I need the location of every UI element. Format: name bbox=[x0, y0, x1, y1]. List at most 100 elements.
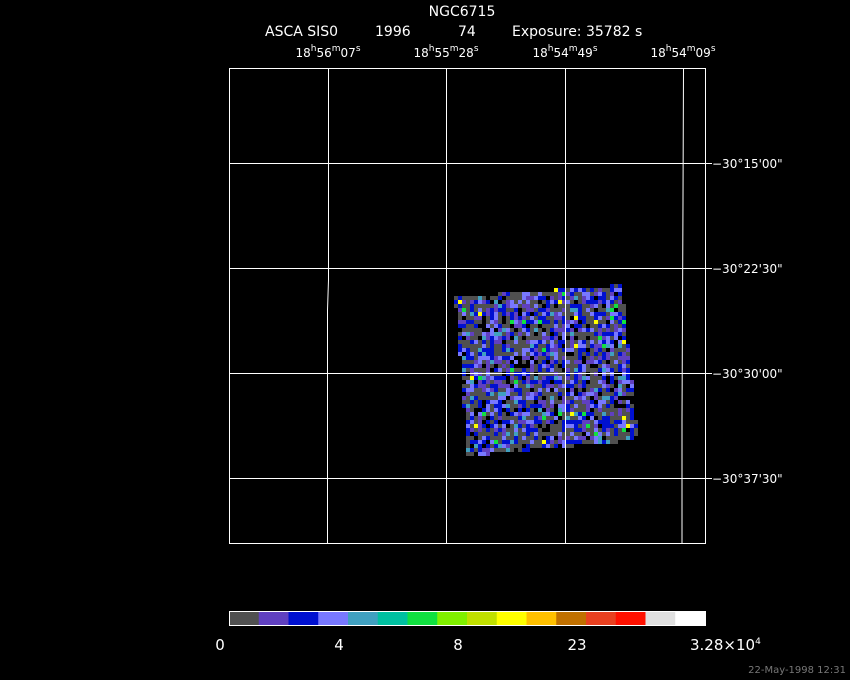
pixel bbox=[514, 308, 518, 312]
pixel bbox=[610, 412, 614, 416]
pixel bbox=[534, 436, 538, 440]
pixel bbox=[574, 308, 578, 312]
pixel bbox=[546, 292, 550, 296]
pixel bbox=[566, 308, 570, 312]
pixel bbox=[486, 396, 490, 400]
pixel bbox=[494, 432, 498, 436]
pixel bbox=[562, 408, 566, 412]
pixel bbox=[466, 364, 470, 368]
pixel bbox=[594, 404, 598, 408]
pixel bbox=[622, 364, 626, 368]
pixel bbox=[478, 328, 482, 332]
pixel bbox=[582, 368, 586, 372]
pixel bbox=[530, 324, 534, 328]
pixel bbox=[546, 436, 550, 440]
pixel bbox=[470, 356, 474, 360]
pixel bbox=[530, 332, 534, 336]
pixel bbox=[494, 320, 498, 324]
pixel bbox=[498, 364, 502, 368]
pixel bbox=[506, 296, 510, 300]
pixel bbox=[490, 348, 494, 352]
pixel bbox=[614, 380, 618, 384]
pixel bbox=[502, 304, 506, 308]
pixel bbox=[566, 312, 570, 316]
pixel bbox=[598, 336, 602, 340]
pixel bbox=[558, 340, 562, 344]
pixel bbox=[502, 384, 506, 388]
pixel bbox=[534, 376, 538, 380]
pixel bbox=[602, 312, 606, 316]
pixel bbox=[506, 340, 510, 344]
pixel bbox=[570, 304, 574, 308]
pixel bbox=[470, 316, 474, 320]
pixel bbox=[578, 380, 582, 384]
pixel bbox=[598, 288, 602, 292]
pixel bbox=[530, 420, 534, 424]
pixel bbox=[486, 332, 490, 336]
pixel bbox=[566, 432, 570, 436]
pixel bbox=[518, 360, 522, 364]
pixel bbox=[554, 360, 558, 364]
pixel bbox=[498, 340, 502, 344]
pixel bbox=[474, 324, 478, 328]
pixel bbox=[530, 400, 534, 404]
pixel bbox=[490, 376, 494, 380]
pixel bbox=[486, 352, 490, 356]
pixel bbox=[478, 424, 482, 428]
text-part: 18 bbox=[532, 46, 547, 60]
pixel bbox=[554, 380, 558, 384]
pixel bbox=[582, 416, 586, 420]
pixel bbox=[550, 428, 554, 432]
pixel bbox=[526, 384, 530, 388]
pixel bbox=[510, 320, 514, 324]
pixel bbox=[606, 348, 610, 352]
pixel bbox=[590, 396, 594, 400]
pixel bbox=[554, 436, 558, 440]
pixel bbox=[586, 360, 590, 364]
pixel bbox=[634, 436, 638, 440]
pixel bbox=[622, 348, 626, 352]
pixel bbox=[486, 392, 490, 396]
pixel bbox=[514, 376, 518, 380]
pixel bbox=[546, 304, 550, 308]
pixel bbox=[586, 380, 590, 384]
pixel bbox=[482, 308, 486, 312]
pixel bbox=[566, 440, 570, 444]
pixel bbox=[506, 324, 510, 328]
pixel bbox=[570, 300, 574, 304]
pixel bbox=[514, 388, 518, 392]
pixel bbox=[594, 296, 598, 300]
pixel bbox=[518, 344, 522, 348]
pixel bbox=[478, 356, 482, 360]
pixel bbox=[554, 288, 558, 292]
superscript: s bbox=[474, 44, 479, 54]
pixel bbox=[622, 340, 626, 344]
pixel bbox=[494, 428, 498, 432]
pixel bbox=[558, 344, 562, 348]
pixel bbox=[594, 304, 598, 308]
pixel bbox=[562, 368, 566, 372]
pixel bbox=[570, 440, 574, 444]
pixel bbox=[478, 420, 482, 424]
pixel bbox=[626, 396, 630, 400]
pixel bbox=[606, 324, 610, 328]
timestamp: 22-May-1998 12:31 bbox=[748, 665, 846, 676]
pixel bbox=[486, 420, 490, 424]
pixel bbox=[626, 344, 630, 348]
pixel bbox=[514, 440, 518, 444]
pixel bbox=[506, 312, 510, 316]
pixel bbox=[522, 404, 526, 408]
pixel bbox=[518, 356, 522, 360]
pixel bbox=[542, 384, 546, 388]
pixel bbox=[474, 304, 478, 308]
pixel bbox=[474, 424, 478, 428]
pixel bbox=[586, 364, 590, 368]
pixel bbox=[490, 384, 494, 388]
pixel bbox=[486, 380, 490, 384]
pixel bbox=[494, 384, 498, 388]
pixel bbox=[594, 432, 598, 436]
pixel bbox=[610, 392, 614, 396]
pixel bbox=[482, 364, 486, 368]
pixel bbox=[542, 420, 546, 424]
pixel bbox=[538, 300, 542, 304]
